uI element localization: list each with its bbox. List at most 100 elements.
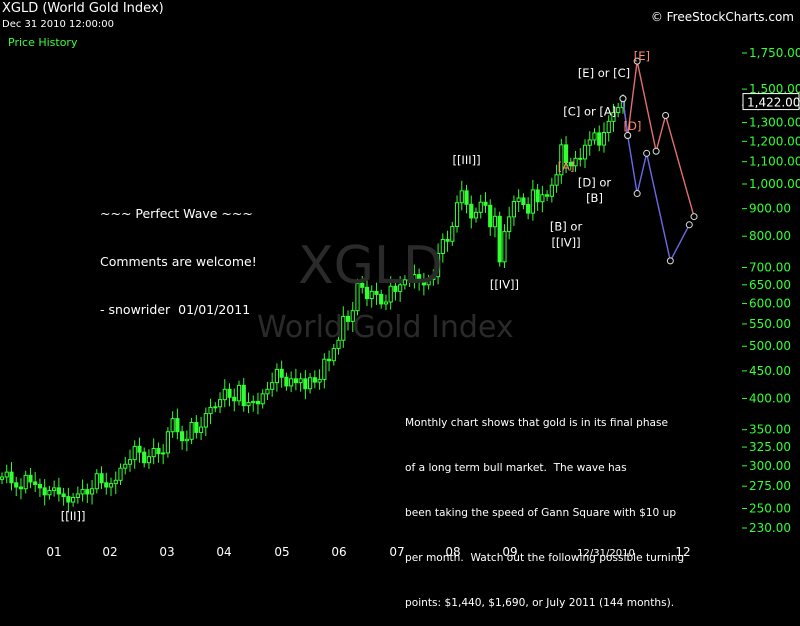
candle (540, 186, 545, 213)
candle (113, 471, 118, 495)
y-tick-label: 400.00 (749, 391, 791, 405)
candle (284, 372, 289, 391)
candle (431, 269, 436, 286)
projection-node (666, 257, 674, 265)
x-tick-label: 06 (331, 545, 346, 559)
projection-node (662, 111, 670, 119)
projection-node (685, 221, 693, 229)
candle (331, 343, 336, 366)
x-tick-label: 01 (46, 545, 61, 559)
candle (355, 278, 360, 316)
candle (526, 197, 531, 220)
x-tick-label: 12 (675, 545, 690, 559)
candle (52, 480, 57, 497)
candle (326, 350, 332, 372)
candle (407, 272, 412, 288)
candle (170, 411, 175, 438)
y-tick-label: 900.00 (749, 202, 791, 216)
candle (312, 370, 317, 389)
candle (232, 388, 237, 412)
candle (549, 177, 554, 203)
candle (37, 478, 43, 497)
candle (379, 289, 384, 309)
x-axis: 01 02 03 04 05 06 07 08 09 12/31/2010 12 (46, 545, 690, 559)
candle (189, 417, 194, 445)
candle (345, 310, 351, 331)
candle (364, 277, 370, 307)
candle (194, 415, 199, 439)
candle (350, 301, 355, 332)
candle (184, 430, 189, 452)
projection-node (633, 57, 641, 65)
y-axis: 1,750.001,500.001,400.001,300.001,200.00… (742, 46, 800, 535)
wave-label: [D] or (578, 175, 612, 189)
candle (270, 372, 275, 397)
analysis-line: per month. Watch out the following possi… (405, 552, 685, 564)
x-tick-label: 05 (274, 545, 289, 559)
candle (217, 392, 223, 413)
candle (56, 477, 61, 502)
candle (459, 180, 464, 211)
candle (421, 272, 426, 296)
candle (611, 103, 616, 132)
x-tick-label: 09 (502, 545, 517, 559)
analysis-line: Monthly chart shows that gold is in its … (405, 417, 669, 429)
candle (492, 207, 498, 238)
candle (293, 368, 298, 391)
brand-link[interactable]: © FreeStockCharts.com (650, 10, 794, 24)
y-tick-label: 275.00 (749, 479, 791, 493)
wave-label: [[IV]] (490, 277, 519, 291)
wave-label: [A] (558, 159, 575, 173)
candle (483, 192, 488, 213)
candle (71, 492, 76, 507)
candle (9, 462, 14, 491)
projection-paths (619, 57, 698, 265)
analysis-line: been taking the speed of Gann Square wit… (405, 507, 677, 519)
candle (241, 378, 246, 412)
candle (123, 456, 128, 475)
y-tick-label: 650.00 (749, 278, 791, 292)
candle (592, 128, 597, 145)
y-tick-label: 1,200.00 (749, 134, 800, 148)
candle (426, 274, 431, 290)
wave-label: [[III]] (452, 153, 480, 167)
candle (497, 211, 502, 267)
candle (445, 230, 450, 252)
price-chart[interactable]: 1,750.001,500.001,400.001,300.001,200.00… (0, 0, 800, 560)
candle (42, 479, 47, 506)
candle (473, 207, 479, 223)
candle (488, 199, 493, 236)
candle (289, 371, 294, 393)
wave-label: [[IV]] (551, 236, 580, 250)
candle (535, 183, 540, 211)
candle (161, 444, 166, 465)
candle (255, 392, 261, 415)
candle (99, 466, 104, 489)
candle (142, 447, 147, 468)
y-tick-label: 1,300.00 (749, 116, 800, 130)
y-tick-label: 250.00 (749, 501, 791, 515)
y-tick-label: 450.00 (749, 364, 791, 378)
candle (336, 332, 341, 355)
y-tick-label: 300.00 (749, 459, 791, 473)
y-tick-label: 700.00 (749, 260, 791, 274)
candle (251, 395, 256, 412)
candle (393, 280, 398, 301)
candle (23, 470, 28, 494)
candle (308, 373, 313, 394)
projection-node (643, 149, 651, 157)
candle (573, 150, 578, 172)
candle (236, 380, 242, 406)
y-tick-label: 600.00 (749, 297, 791, 311)
chart-date: Dec 31 2010 12:00:00 (2, 19, 114, 30)
candle (601, 122, 607, 153)
candle (198, 416, 204, 441)
candle (127, 449, 133, 472)
candle (108, 477, 114, 497)
last-price-label: 1,422.00 (747, 96, 800, 110)
projection-blue-line (622, 98, 690, 263)
candle (582, 139, 588, 168)
candle (478, 194, 483, 219)
tab-price-history[interactable]: Price History (8, 36, 78, 49)
candle (440, 233, 445, 263)
